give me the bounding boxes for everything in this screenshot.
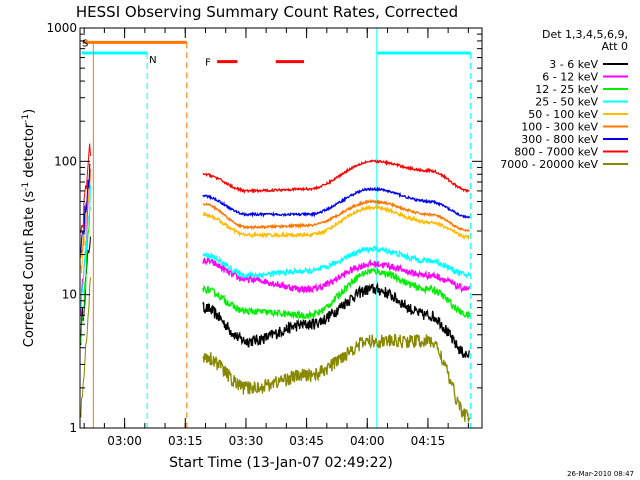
x-tick-label: 03:30 — [229, 434, 264, 448]
plot-frame — [79, 27, 483, 429]
y-tick-label: 1000 — [46, 21, 77, 35]
series-line — [202, 159, 470, 194]
plot-area: N S F 1 10 100 1000 03:00 03:15 03:30 03:45 04:00 0… — [46, 21, 483, 448]
y-axis-label-part: ) — [22, 109, 37, 114]
y-axis-label-part: detector — [22, 122, 37, 182]
x-tick-label: 04:15 — [411, 434, 446, 448]
y-axis-label: Corrected Count Rate (s-1 detector-1) — [21, 109, 37, 347]
legend-entry-label: 800 - 7000 keV — [514, 146, 598, 159]
night-label: N — [149, 55, 156, 66]
series-line — [80, 207, 91, 344]
y-tick-label: 10 — [62, 288, 77, 302]
legend-header-line: Det 1,3,4,5,6,9, — [542, 28, 628, 41]
annotations-layer: N S F — [81, 28, 472, 428]
series-line — [80, 143, 91, 233]
x-axis-label: Start Time (13-Jan-07 02:49:22) — [169, 455, 393, 471]
x-tick-label: 04:00 — [350, 434, 385, 448]
series-line — [202, 198, 471, 233]
x-tick-label: 03:45 — [289, 434, 324, 448]
y-axis-label-part: Corrected Count Rate (s — [22, 191, 37, 348]
series-layer — [80, 143, 471, 423]
series-line — [80, 277, 91, 418]
legend-entry-label: 3 - 6 keV — [549, 58, 598, 71]
series-line — [202, 333, 471, 423]
y-axis-label-superscript: -1 — [21, 182, 31, 191]
footer-timestamp: 26-Mar-2010 08:47 — [567, 470, 634, 478]
series-line — [202, 266, 471, 321]
y-tick-label: 1 — [69, 421, 77, 435]
ticks-layer: 1 10 100 1000 03:00 03:15 03:30 03:45 04:00 04:15 — [46, 21, 482, 448]
flare-label: F — [205, 58, 211, 69]
legend-entry-label: 100 - 300 keV — [521, 121, 598, 134]
series-line — [202, 203, 470, 241]
series-line — [202, 281, 471, 358]
x-tick-label: 03:15 — [168, 434, 203, 448]
legend-entry-label: 50 - 100 keV — [528, 108, 598, 121]
series-line — [202, 244, 470, 280]
legend-entry-label: 6 - 12 keV — [542, 71, 598, 84]
x-tick-label: 03:00 — [107, 434, 142, 448]
y-tick-label: 100 — [54, 154, 77, 168]
series-line — [80, 178, 91, 274]
series-line — [80, 163, 91, 254]
legend-entry-label: 12 - 25 keV — [535, 83, 598, 96]
legend-entry-label: 300 - 800 keV — [521, 133, 598, 146]
saa-label: S — [82, 38, 88, 49]
chart-title: HESSI Observing Summary Count Rates, Cor… — [76, 3, 458, 21]
series-line — [80, 184, 91, 309]
legend-entry-label: 25 - 50 keV — [535, 96, 598, 109]
legend-entry-label: 7000 - 20000 keV — [500, 158, 598, 171]
series-line — [202, 186, 471, 219]
y-axis-label-superscript: -1 — [21, 114, 31, 123]
series-line — [80, 165, 91, 259]
legend-header-line: Att 0 — [602, 40, 628, 53]
